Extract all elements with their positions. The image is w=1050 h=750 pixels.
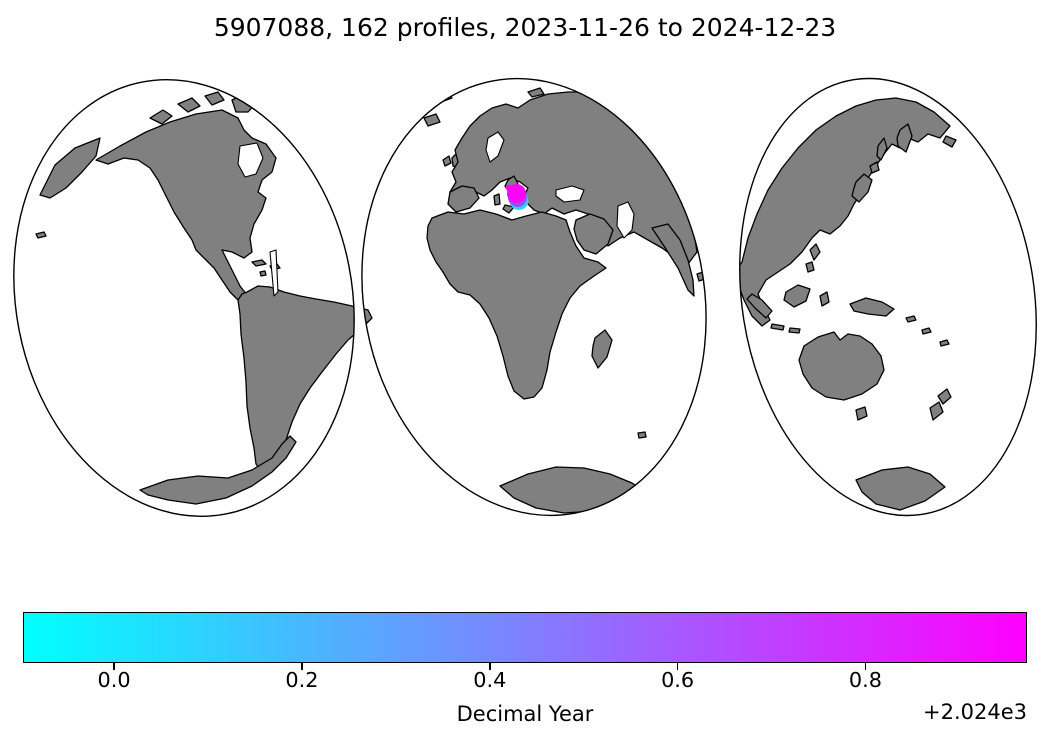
landmass-pacific-island xyxy=(905,315,917,323)
landmass-iberia xyxy=(447,185,480,213)
colorbar-tick-label: 0.6 xyxy=(661,668,695,692)
landmass-sulawesi xyxy=(819,291,830,307)
landmass-arctic-island xyxy=(204,91,225,106)
landmass-caribbean-island xyxy=(259,270,267,277)
landmass-greenland xyxy=(375,89,429,145)
landmasses xyxy=(35,87,957,514)
landmass-madagascar xyxy=(591,329,613,369)
landmass-australia xyxy=(798,331,885,401)
landmass-hokkaido xyxy=(869,161,880,174)
interruption-sliver xyxy=(269,249,279,297)
colorbar-gradient xyxy=(23,612,1027,663)
landmass-ne-siberia-sliver xyxy=(39,137,101,199)
landmass-india-west xyxy=(651,223,695,297)
landmass-antarctica-central xyxy=(499,466,646,514)
colorbar-tick-label: 0.0 xyxy=(97,668,131,692)
landmass-sumatra xyxy=(746,293,773,319)
landmass-ireland xyxy=(442,155,452,167)
black-sea xyxy=(555,185,585,203)
colorbar-tick-mark xyxy=(301,663,303,670)
profile-point-outlier xyxy=(505,184,513,192)
landmass-svalbard xyxy=(527,87,545,98)
colorbar-tick-label: 0.8 xyxy=(848,668,882,692)
lobe-americas xyxy=(13,78,355,518)
landmass-new-guinea xyxy=(849,297,895,317)
world-map xyxy=(13,77,1037,518)
colorbar-tick-label: 0.4 xyxy=(473,668,507,692)
landmass-new-zealand xyxy=(937,388,952,405)
landmass-south-america xyxy=(237,285,373,473)
landmass-iceland xyxy=(423,113,441,127)
landmass-sakhalin xyxy=(876,137,888,161)
colorbar-tick-mark xyxy=(676,663,679,670)
baltic-sea xyxy=(485,131,505,163)
hudson-bay xyxy=(237,142,264,178)
profile-cluster xyxy=(505,184,529,210)
landmass-antarctica-west xyxy=(139,435,297,505)
landmass-borneo xyxy=(783,284,811,308)
landmass-philippines xyxy=(809,243,821,261)
landmass-java xyxy=(788,327,801,334)
landmass-caribbean-island xyxy=(251,259,267,267)
landmass-antarctica-east xyxy=(855,466,946,511)
colorbar-tick-mark xyxy=(488,663,491,670)
landmass-new-siberian-island xyxy=(942,135,957,148)
colorbar-axis-label: Decimal Year xyxy=(456,702,594,726)
landmass-pacific-island xyxy=(939,339,950,347)
landmass-new-zealand xyxy=(929,401,944,421)
landmass-pacific-island xyxy=(921,327,932,335)
landmass-kamchatka xyxy=(896,123,913,153)
landmass-java xyxy=(770,323,785,331)
figure-title: 5907088, 162 profiles, 2023-11-26 to 202… xyxy=(213,13,837,42)
landmass-japan xyxy=(851,173,873,203)
landmass-asia xyxy=(735,97,951,327)
lobe-europe-africa xyxy=(361,77,707,517)
landmass-africa xyxy=(426,209,607,400)
landmass-sardinia xyxy=(493,193,501,206)
colorbar-offset-text: +2.024e3 xyxy=(923,700,1027,724)
colorbar-tick-label: 0.2 xyxy=(285,668,319,692)
lobe-asia-australia xyxy=(739,77,1037,517)
landmass-kerguelen xyxy=(637,431,647,439)
landmass-arabia xyxy=(573,213,614,255)
colorbar-tick-mark xyxy=(113,663,115,670)
lobe-outlines xyxy=(13,77,1037,518)
landmass-arctic-island xyxy=(149,109,173,125)
colorbar-tick-mark xyxy=(864,663,867,670)
caspian-sea xyxy=(616,201,635,239)
landmass-north-america xyxy=(95,109,277,306)
landmass-tasmania xyxy=(855,406,868,421)
landmass-sicily xyxy=(502,204,515,214)
landmass-arctic-island xyxy=(177,97,201,113)
landmass-hawaii xyxy=(35,231,47,239)
landmass-philippines xyxy=(805,261,815,273)
